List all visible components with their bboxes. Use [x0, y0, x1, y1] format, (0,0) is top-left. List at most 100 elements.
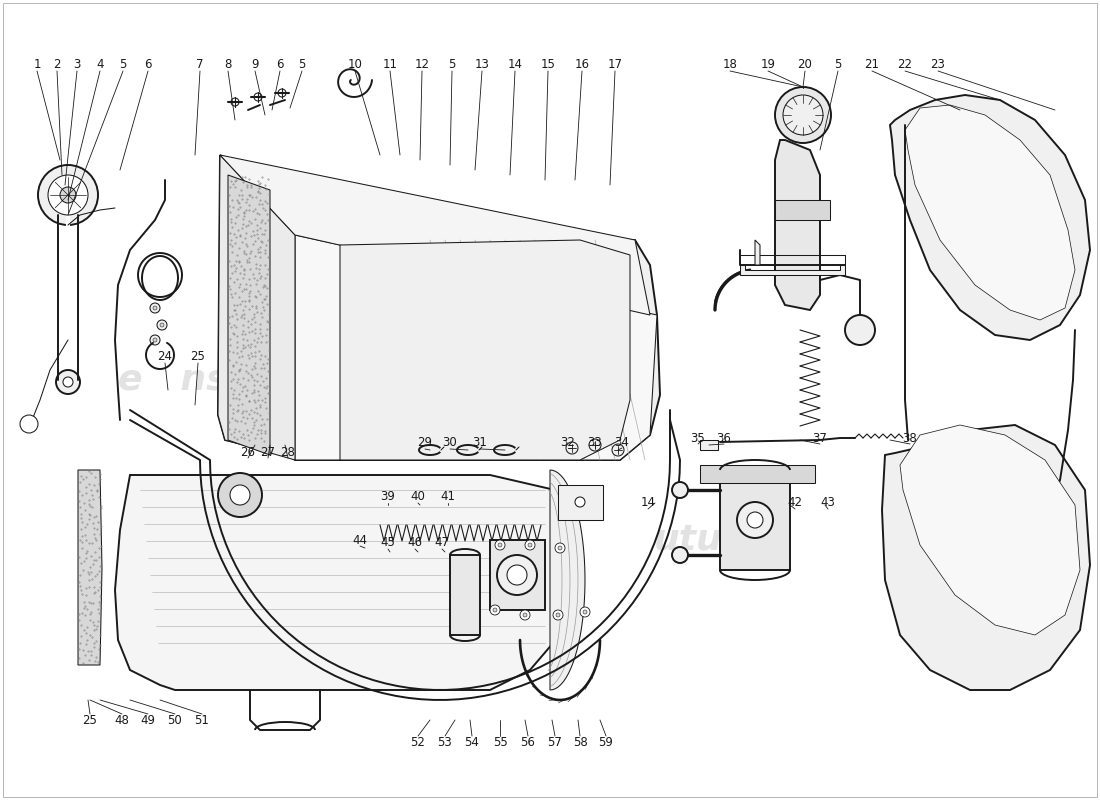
Text: 7: 7	[196, 58, 204, 71]
Text: 21: 21	[865, 58, 880, 71]
Text: 31: 31	[473, 437, 487, 450]
Text: 5: 5	[298, 58, 306, 71]
Text: 49: 49	[141, 714, 155, 726]
Text: 39: 39	[381, 490, 395, 503]
Circle shape	[566, 442, 578, 454]
Text: 50: 50	[167, 714, 183, 726]
Text: 34: 34	[615, 435, 629, 449]
Text: 41: 41	[440, 490, 455, 503]
Text: 33: 33	[587, 435, 603, 449]
Text: 3: 3	[74, 58, 80, 71]
Text: 5: 5	[119, 58, 126, 71]
Bar	[450, 555, 480, 635]
Circle shape	[493, 608, 497, 612]
Bar	[720, 470, 790, 570]
Circle shape	[507, 565, 527, 585]
Text: 15: 15	[540, 58, 556, 71]
Text: 48: 48	[114, 714, 130, 726]
Circle shape	[583, 610, 587, 614]
Polygon shape	[776, 140, 820, 310]
Text: 23: 23	[931, 58, 945, 71]
Text: 35: 35	[691, 431, 705, 445]
Text: 25: 25	[82, 714, 98, 726]
Circle shape	[56, 370, 80, 394]
Text: 45: 45	[381, 537, 395, 550]
Text: 5: 5	[834, 58, 842, 71]
Text: 2: 2	[53, 58, 60, 71]
Circle shape	[153, 338, 157, 342]
Text: 16: 16	[574, 58, 590, 71]
Text: 53: 53	[438, 735, 452, 749]
Text: 28: 28	[280, 446, 296, 458]
Circle shape	[150, 303, 160, 313]
Circle shape	[218, 473, 262, 517]
Polygon shape	[905, 105, 1075, 320]
Text: 42: 42	[788, 497, 803, 510]
Circle shape	[48, 175, 88, 215]
Bar	[700, 440, 718, 450]
Circle shape	[230, 485, 250, 505]
Text: 55: 55	[493, 735, 507, 749]
Text: 26: 26	[241, 446, 255, 458]
Text: 56: 56	[520, 735, 536, 749]
Text: utures: utures	[653, 523, 786, 557]
Text: 12: 12	[415, 58, 429, 71]
Text: 40: 40	[410, 490, 426, 503]
Bar	[490, 540, 544, 610]
Text: 54: 54	[464, 735, 480, 749]
Polygon shape	[218, 155, 295, 460]
Text: 38: 38	[903, 431, 917, 445]
Polygon shape	[228, 175, 270, 455]
Circle shape	[612, 444, 624, 456]
Circle shape	[278, 89, 286, 97]
Circle shape	[63, 377, 73, 387]
Text: 6: 6	[144, 58, 152, 71]
Bar	[558, 485, 603, 520]
Circle shape	[498, 543, 502, 547]
Circle shape	[254, 93, 262, 101]
Circle shape	[490, 605, 500, 615]
Circle shape	[556, 543, 565, 553]
Circle shape	[672, 482, 688, 498]
Text: 43: 43	[821, 497, 835, 510]
Text: 20: 20	[798, 58, 813, 71]
Text: 36: 36	[716, 431, 732, 445]
Polygon shape	[890, 95, 1090, 340]
Text: 4: 4	[97, 58, 103, 71]
Polygon shape	[218, 155, 660, 460]
Text: 13: 13	[474, 58, 490, 71]
Polygon shape	[550, 470, 585, 690]
Text: 44: 44	[352, 534, 367, 546]
Text: 59: 59	[598, 735, 614, 749]
Circle shape	[783, 95, 823, 135]
Text: 37: 37	[813, 431, 827, 445]
Polygon shape	[755, 240, 760, 265]
Polygon shape	[116, 475, 565, 690]
Text: 51: 51	[195, 714, 209, 726]
Polygon shape	[900, 425, 1080, 635]
Circle shape	[495, 540, 505, 550]
Polygon shape	[78, 470, 102, 665]
Text: 30: 30	[442, 437, 458, 450]
Text: 46: 46	[407, 537, 422, 550]
Text: 25: 25	[190, 350, 206, 363]
Text: 22: 22	[898, 58, 913, 71]
Text: 29: 29	[418, 437, 432, 450]
Text: 52: 52	[410, 735, 426, 749]
Circle shape	[39, 165, 98, 225]
Text: 8: 8	[224, 58, 232, 71]
Text: 5: 5	[449, 58, 455, 71]
Circle shape	[525, 540, 535, 550]
Text: 9: 9	[251, 58, 258, 71]
Circle shape	[672, 547, 688, 563]
Polygon shape	[882, 425, 1090, 690]
Circle shape	[528, 543, 532, 547]
Text: 32: 32	[561, 435, 575, 449]
Circle shape	[580, 607, 590, 617]
Text: 58: 58	[573, 735, 587, 749]
Text: 57: 57	[548, 735, 562, 749]
Text: 47: 47	[434, 537, 450, 550]
Text: 1: 1	[33, 58, 41, 71]
Polygon shape	[220, 155, 650, 315]
Text: 11: 11	[383, 58, 397, 71]
